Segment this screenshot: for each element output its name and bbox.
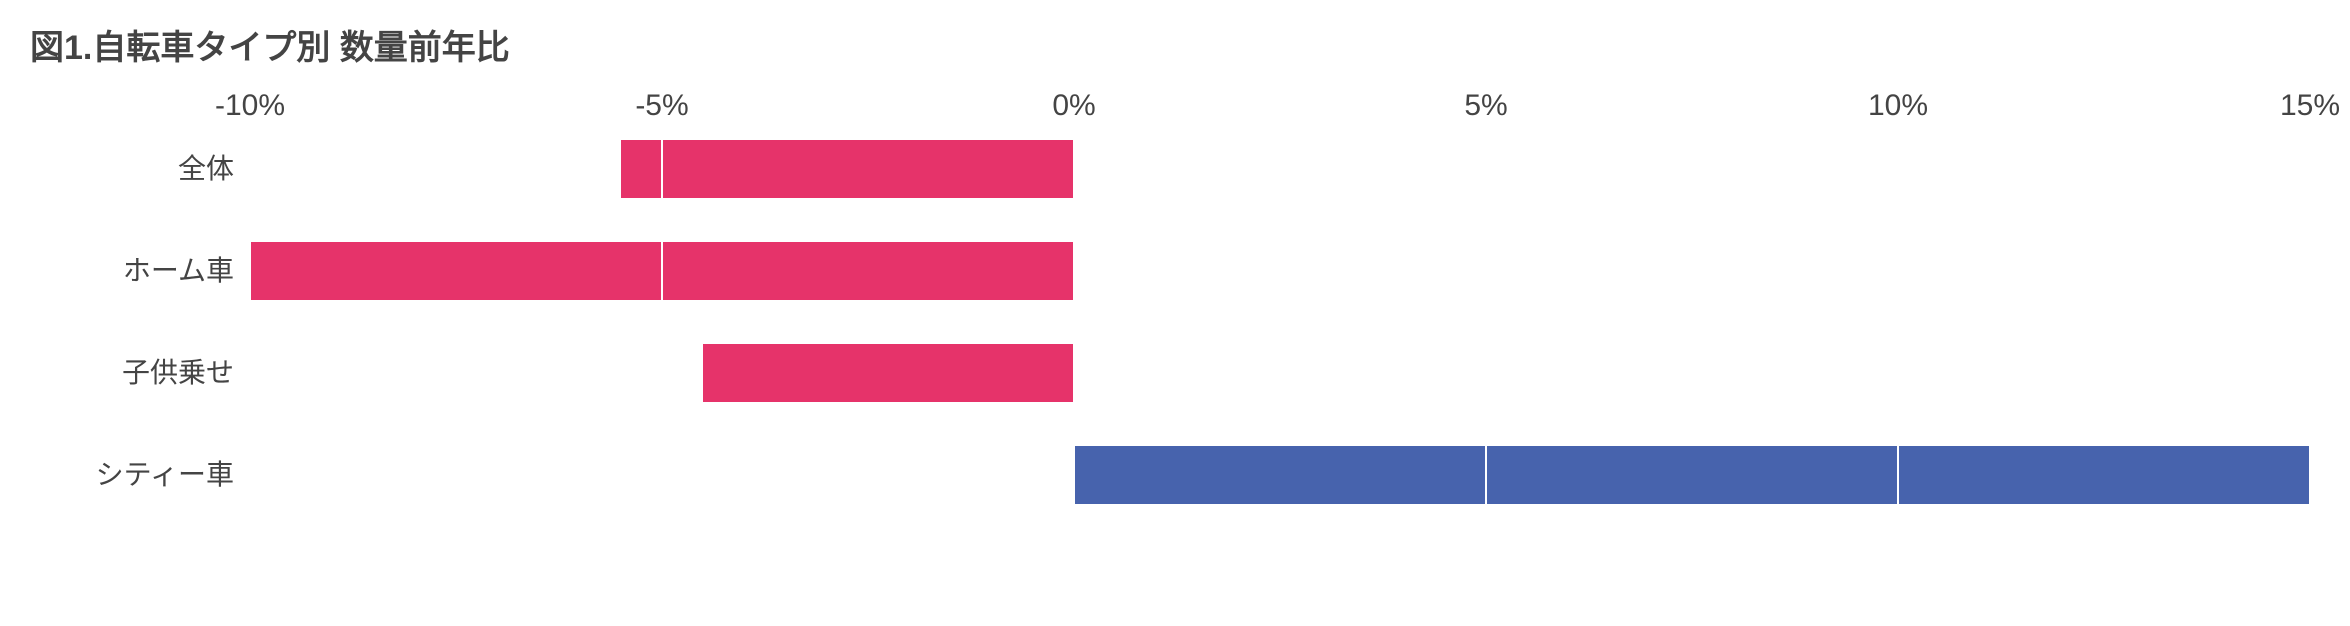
gridline [2309,129,2311,515]
category-label: 全体 [30,129,250,209]
x-axis-tick-label: -10% [215,89,285,123]
category-label: 子供乗せ [30,333,250,413]
chart-title: 図1.自転車タイプ別 数量前年比 [30,20,2320,69]
plot-area: 全体ホーム車子供乗せシティー車 [250,129,2310,515]
chart-container: -10%-5%0%5%10%15% 全体ホーム車子供乗せシティー車 [30,89,2320,515]
category-label: シティー車 [30,435,250,515]
gridline [249,129,251,515]
category-label: ホーム車 [30,231,250,311]
x-axis-tick-label: 5% [1464,89,1507,123]
x-axis-labels: -10%-5%0%5%10%15% [250,89,2310,129]
gridline [1485,129,1487,515]
gridlines [250,129,2310,515]
x-axis-tick-label: 10% [1868,89,1928,123]
gridline [1897,129,1899,515]
x-axis-tick-label: 0% [1052,89,1095,123]
x-axis-tick-label: 15% [2280,89,2340,123]
gridline [1073,129,1075,515]
x-axis-tick-label: -5% [635,89,688,123]
gridline [661,129,663,515]
